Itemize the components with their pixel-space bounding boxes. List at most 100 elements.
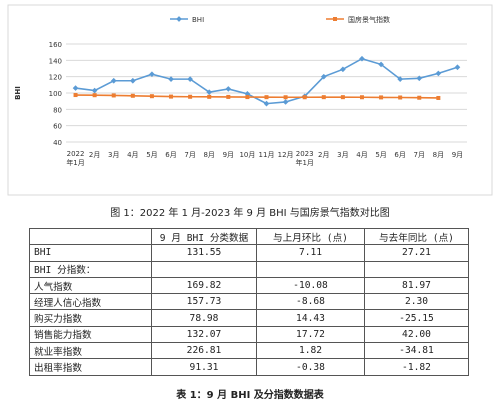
data-point <box>111 93 116 98</box>
cell-value <box>151 260 257 278</box>
row-label: 销售能力指数 <box>29 325 152 344</box>
table-row: BHI 131.55 7.11 27.21 <box>29 244 469 262</box>
table-row: 销售能力指数 132.07 17.72 42.00 <box>29 325 469 344</box>
row-label: 出租率指数 <box>29 358 152 376</box>
data-point <box>91 87 98 94</box>
row-label: 人气指数 <box>29 276 152 295</box>
x-tick-label: 6月 <box>165 151 176 159</box>
cell-yoy: -34.81 <box>364 342 469 360</box>
y-tick-label: 120 <box>49 74 62 82</box>
table-row: BHI 分指数： <box>29 260 469 278</box>
data-point <box>245 95 250 100</box>
table-header: 9 月 BHI 分类数据 <box>151 227 257 246</box>
cell-yoy: 2.30 <box>364 293 469 311</box>
cell-mom: -8.68 <box>256 293 365 311</box>
table-caption: 表 1：9 月 BHI 及分指数数据表 <box>176 390 324 401</box>
data-point <box>282 99 289 105</box>
y-axis-label: BHI <box>14 86 22 100</box>
data-point <box>454 64 461 71</box>
table-header: 与去年同比 (点) <box>364 227 469 246</box>
data-point <box>436 95 441 100</box>
x-tick-label: 5月 <box>146 151 157 159</box>
cell-mom: 1.82 <box>256 342 365 360</box>
x-tick-label: 3月 <box>337 151 348 159</box>
row-label: 购买力指数 <box>29 309 152 327</box>
row-label: BHI <box>29 244 152 262</box>
cell-yoy: 27.21 <box>364 244 469 262</box>
y-tick-label: 140 <box>49 57 62 65</box>
legend-label: BHI <box>192 16 204 24</box>
cell-yoy: -1.82 <box>364 358 469 376</box>
data-point <box>379 95 384 100</box>
legend-label: 国房景气指数 <box>348 15 390 24</box>
table-row: 经理人信心指数 157.73 -8.68 2.30 <box>29 293 469 311</box>
cell-mom <box>256 260 365 278</box>
y-tick-label: 60 <box>53 123 62 131</box>
x-tick-label: 8月 <box>433 151 444 159</box>
data-point <box>206 89 213 96</box>
data-point <box>187 76 193 82</box>
cell-value: 132.07 <box>151 325 257 344</box>
x-tick-label: 3月 <box>108 151 119 159</box>
data-point <box>226 94 231 99</box>
x-tick-label: 5月 <box>375 151 386 159</box>
cell-mom: 14.43 <box>256 309 365 327</box>
cell-yoy: -25.15 <box>364 309 469 327</box>
cell-value: 91.31 <box>151 358 257 376</box>
data-point <box>417 95 422 100</box>
data-point <box>283 95 288 100</box>
chart-frame <box>7 4 493 196</box>
data-point <box>149 94 154 99</box>
data-point <box>264 95 269 100</box>
cell-yoy <box>364 260 469 278</box>
x-tick-label: 年1月 <box>66 158 84 167</box>
data-point <box>130 93 135 98</box>
cell-mom: -0.38 <box>256 358 365 376</box>
data-point <box>130 77 136 84</box>
y-tick-label: 40 <box>53 139 62 147</box>
table-header <box>29 227 152 246</box>
row-label: BHI 分指数： <box>29 260 152 278</box>
data-point <box>302 95 307 100</box>
y-tick-label: 80 <box>53 106 62 114</box>
data-point <box>169 94 174 99</box>
x-tick-label: 11月 <box>259 151 275 159</box>
cell-mom: 17.72 <box>256 325 365 344</box>
data-point <box>320 73 327 80</box>
x-tick-label: 12月 <box>278 151 294 159</box>
x-tick-label: 7月 <box>414 151 425 159</box>
x-tick-label: 4月 <box>356 151 367 159</box>
table-header-row: 9 月 BHI 分类数据 与上月环比 (点) 与去年同比 (点) <box>29 227 469 246</box>
data-point <box>321 95 326 100</box>
table-row: 出租率指数 91.31 -0.38 -1.82 <box>29 358 469 376</box>
table-header: 与上月环比 (点) <box>256 227 365 246</box>
x-tick-label: 2月 <box>318 151 329 159</box>
cell-mom: -10.08 <box>256 276 365 295</box>
data-point <box>435 70 442 77</box>
x-tick-label: 9月 <box>452 151 463 159</box>
cell-yoy: 42.00 <box>364 325 469 344</box>
bhi-data-table: 9 月 BHI 分类数据 与上月环比 (点) 与去年同比 (点) BHI 131… <box>29 227 469 376</box>
data-point <box>110 77 117 84</box>
data-point <box>149 71 155 78</box>
data-point <box>72 85 79 91</box>
x-tick-label: 9月 <box>223 151 234 159</box>
data-point <box>398 95 403 100</box>
x-tick-label: 2月 <box>89 151 100 159</box>
cell-value: 169.82 <box>151 276 257 295</box>
cell-value: 131.55 <box>151 244 257 262</box>
data-point <box>168 76 174 82</box>
x-tick-label: 年1月 <box>295 158 313 167</box>
data-point <box>340 95 345 100</box>
data-point <box>359 95 364 100</box>
series-line-national-index <box>75 94 439 99</box>
table-row: 就业率指数 226.81 1.82 -34.81 <box>29 342 469 360</box>
data-point <box>73 93 78 98</box>
cell-mom: 7.11 <box>256 244 365 262</box>
table-row: 购买力指数 78.98 14.43 -25.15 <box>29 309 469 327</box>
y-tick-label: 100 <box>49 90 62 98</box>
legend-marker <box>333 17 337 21</box>
data-point <box>92 93 97 98</box>
row-label: 经理人信心指数 <box>29 293 152 311</box>
